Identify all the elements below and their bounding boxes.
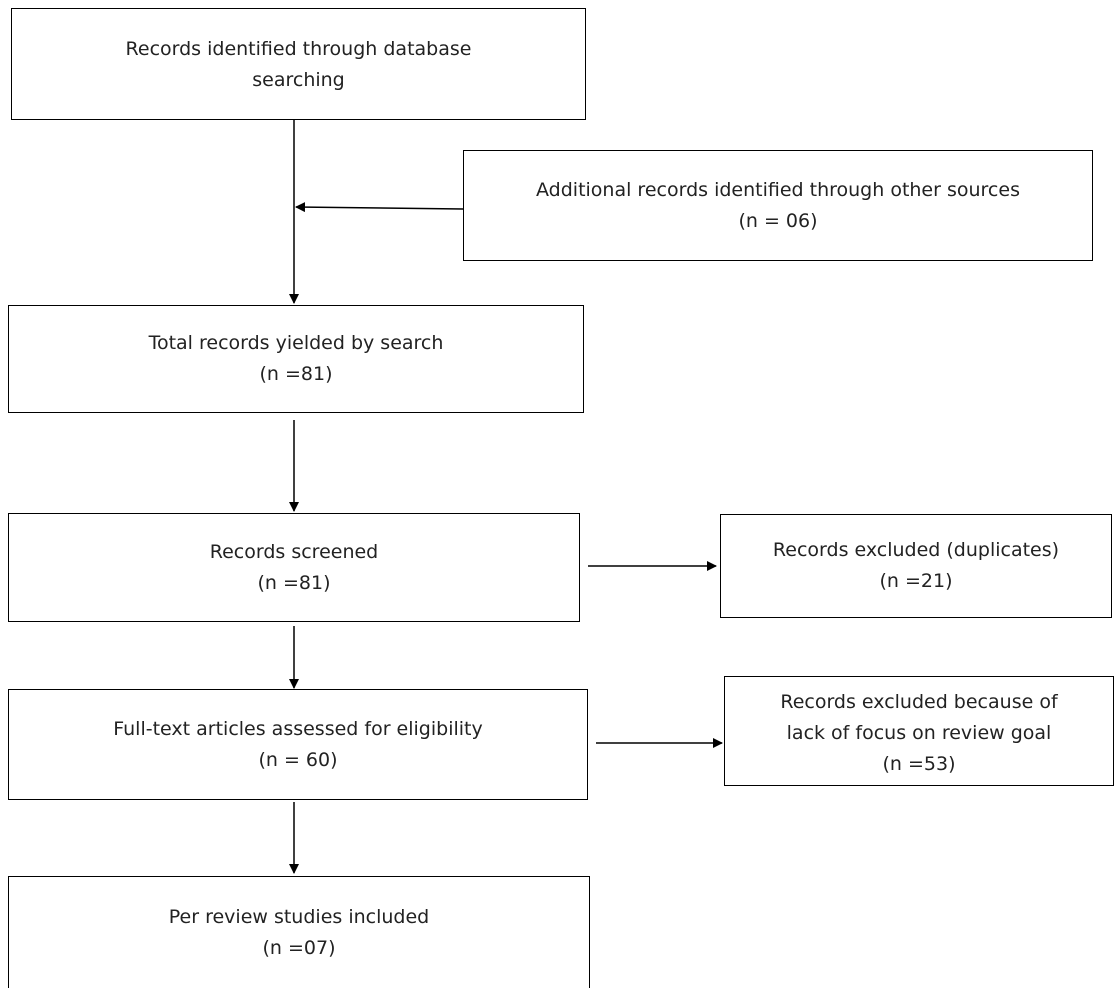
box-excluded-duplicates: Records excluded (duplicates) (n =21) bbox=[720, 514, 1112, 618]
box-excluded-focus: Records excluded because of lack of focu… bbox=[724, 676, 1114, 786]
excluded-focus-line-2: lack of focus on review goal bbox=[786, 722, 1052, 744]
box-records-screened: Records screened (n =81) bbox=[8, 513, 580, 622]
box-other-sources: Additional records identified through ot… bbox=[463, 150, 1093, 261]
excluded-focus-line-1: Records excluded because of bbox=[780, 691, 1058, 713]
included-count: (n =07) bbox=[262, 936, 336, 959]
excluded-duplicates-label: Records excluded (duplicates) bbox=[772, 539, 1060, 561]
included-label: Per review studies included bbox=[168, 905, 430, 928]
box-full-text-eligibility: Full-text articles assessed for eligibil… bbox=[8, 689, 588, 800]
full-text-count: (n = 60) bbox=[258, 748, 338, 771]
excluded-focus-count: (n =53) bbox=[882, 753, 956, 775]
records-screened-count: (n =81) bbox=[257, 571, 331, 594]
box-included-studies: Per review studies included (n =07) bbox=[8, 876, 590, 988]
other-sources-count: (n = 06) bbox=[738, 209, 818, 232]
box-total-records: Total records yielded by search (n =81) bbox=[8, 305, 584, 413]
database-search-line-1: Records identified through database bbox=[125, 38, 472, 60]
box-database-search: Records identified through database sear… bbox=[11, 8, 586, 120]
total-records-label: Total records yielded by search bbox=[148, 332, 444, 354]
excluded-duplicates-count: (n =21) bbox=[879, 570, 953, 592]
arrow-other-sources-to-main bbox=[295, 202, 464, 213]
other-sources-label: Additional records identified through ot… bbox=[536, 178, 1020, 201]
full-text-label: Full-text articles assessed for eligibil… bbox=[113, 717, 483, 740]
total-records-count: (n =81) bbox=[259, 363, 333, 385]
records-screened-label: Records screened bbox=[209, 540, 379, 563]
database-search-line-2: searching bbox=[252, 69, 345, 91]
